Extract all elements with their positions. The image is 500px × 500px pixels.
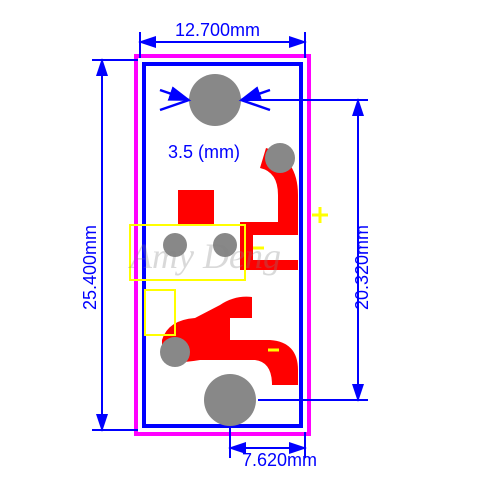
drawing-canvas: 12.700mm 25.400mm 20.320mm 7.620mm 3.5 (… bbox=[0, 0, 500, 500]
dim-width-bottom-label: 7.620mm bbox=[242, 450, 317, 470]
dim-width-top-label: 12.700mm bbox=[175, 20, 260, 40]
pad-mid-right bbox=[213, 233, 237, 257]
dim-height-left-label: 25.400mm bbox=[80, 225, 100, 310]
hole-bottom bbox=[204, 374, 256, 426]
pcb-svg: 12.700mm 25.400mm 20.320mm 7.620mm 3.5 (… bbox=[0, 0, 500, 500]
hole-top bbox=[189, 74, 241, 126]
pad-mid-left bbox=[163, 233, 187, 257]
pad-top-right bbox=[265, 143, 295, 173]
pad-bot-left bbox=[160, 337, 190, 367]
dim-hole-label: 3.5 (mm) bbox=[168, 142, 240, 162]
dim-height-right-label: 20.320mm bbox=[352, 225, 372, 310]
silk-plus-icon bbox=[312, 207, 328, 223]
copper-square-pad bbox=[178, 190, 214, 226]
dim-width-top: 12.700mm bbox=[140, 20, 305, 58]
